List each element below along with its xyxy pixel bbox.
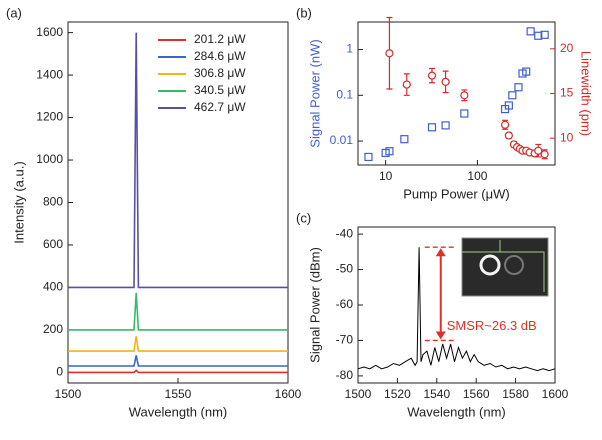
x-tick-label: 1560	[463, 387, 490, 401]
y-tick-label: 0	[56, 365, 63, 379]
arrow-head	[435, 248, 446, 257]
x-tick-label: 1540	[423, 387, 450, 401]
y2-tick-label: 10	[560, 130, 574, 144]
marker	[540, 150, 549, 159]
marker	[400, 135, 409, 144]
marker	[514, 83, 523, 92]
legend-label: 462.7 μW	[194, 100, 246, 114]
y-tick-label: 0.01	[330, 133, 354, 147]
series-line	[68, 32, 288, 289]
series-line	[68, 292, 288, 331]
series-line	[68, 336, 288, 352]
x-tick-label: 1580	[502, 387, 529, 401]
waveguide	[462, 240, 545, 292]
y-tick-label: -70	[336, 333, 354, 347]
inset-image	[461, 237, 549, 297]
marker	[385, 147, 394, 156]
series-line	[68, 355, 288, 367]
y-tick-label: 1200	[36, 110, 63, 124]
marker	[427, 71, 437, 80]
marker	[427, 123, 437, 132]
y-tick-label: -40	[336, 226, 354, 240]
y-tick-label: 1400	[36, 67, 63, 81]
y-tick-label: -60	[336, 297, 354, 311]
legend-label: 201.2 μW	[194, 32, 246, 46]
marker	[500, 120, 510, 129]
marker	[385, 49, 394, 58]
y-tick-label: 400	[43, 280, 63, 294]
x-tick-label: 10	[379, 169, 393, 183]
x-axis-label: Pump Power (μW)	[403, 186, 509, 201]
x-tick-label: 1550	[165, 387, 192, 401]
y2-tick-label: 15	[560, 86, 574, 100]
series-line	[357, 247, 556, 372]
marker	[522, 67, 531, 76]
legend-label: 340.5 μW	[194, 83, 246, 97]
x-tick-label: 1600	[275, 387, 302, 401]
y-tick-label: -50	[336, 262, 354, 276]
marker	[441, 121, 450, 130]
legend-label: 284.6 μW	[194, 49, 246, 63]
y-axis-label: Intensity (a.u.)	[11, 161, 26, 243]
x-tick-label: 1600	[542, 387, 569, 401]
y-axis-label: Signal Power (dBm)	[307, 247, 322, 363]
x-tick-label: 100	[467, 169, 487, 183]
plot-frame	[357, 21, 556, 166]
x-tick-label: 1500	[345, 387, 372, 401]
y-tick-label: 1600	[36, 25, 63, 39]
y2-tick-label: 20	[560, 41, 574, 55]
marker	[504, 131, 513, 140]
marker	[508, 91, 517, 100]
plot-frame	[67, 21, 289, 384]
marker	[504, 101, 513, 110]
panel-label: (b)	[296, 5, 312, 20]
ring	[479, 254, 501, 276]
marker	[534, 31, 543, 40]
marker	[460, 91, 469, 100]
arrow-head	[435, 331, 446, 340]
x-tick-label: 1500	[55, 387, 82, 401]
legend-label: 306.8 μW	[194, 66, 246, 80]
marker	[402, 80, 411, 89]
marker	[460, 109, 469, 118]
x-axis-label: Wavelength (nm)	[129, 404, 228, 419]
marker	[364, 152, 373, 162]
marker	[441, 77, 450, 86]
x-tick-label: 1520	[384, 387, 411, 401]
y-tick-label: 200	[43, 322, 63, 336]
y2-axis-label: Linewidth (pm)	[579, 51, 594, 136]
marker	[540, 30, 549, 39]
panel-label: (a)	[6, 5, 22, 20]
marker	[534, 146, 543, 155]
ring	[504, 255, 524, 275]
y-tick-label: 1000	[36, 152, 63, 166]
y-axis-label: Signal Power (nW)	[307, 39, 322, 147]
y-tick-label: 1	[346, 42, 353, 56]
series-line	[68, 369, 288, 374]
y-tick-label: 0.1	[336, 87, 353, 101]
y-tick-label: 600	[43, 237, 63, 251]
panel-label: (c)	[296, 210, 311, 225]
x-axis-label: Wavelength (nm)	[407, 404, 506, 419]
y-tick-label: 800	[43, 195, 63, 209]
annotation-text: SMSR~26.3 dB	[447, 318, 537, 333]
y-tick-label: -80	[336, 368, 354, 382]
marker	[526, 27, 535, 36]
